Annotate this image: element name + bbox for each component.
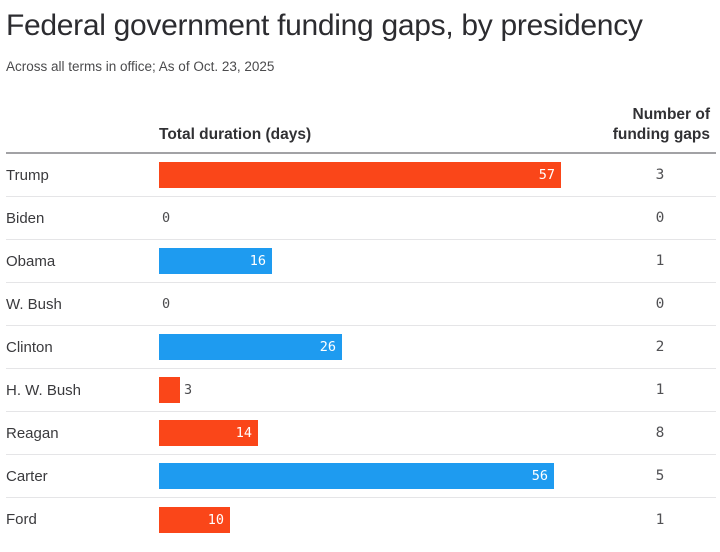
president-label: Clinton	[6, 338, 53, 356]
funding-gaps-value: 1	[655, 253, 665, 269]
funding-gaps-value: 8	[655, 425, 665, 441]
duration-value-label: 56	[531, 468, 548, 484]
funding-gaps-value: 0	[655, 296, 665, 312]
table-row: Biden 0 0	[6, 197, 716, 240]
duration-bar-cell: 57	[159, 154, 604, 196]
president-label: Biden	[6, 209, 45, 227]
duration-bar: 16	[159, 248, 272, 274]
gaps-column-header: Number of funding gaps	[612, 106, 710, 143]
duration-bar-cell: 0	[159, 197, 604, 239]
duration-bar: 57	[159, 162, 561, 188]
president-label: Carter	[6, 467, 48, 485]
funding-gaps-value: 0	[655, 210, 665, 226]
duration-bar: 14	[159, 420, 258, 446]
duration-bar: 56	[159, 463, 554, 489]
president-label: H. W. Bush	[6, 381, 82, 399]
chart-subtitle: Across all terms in office; As of Oct. 2…	[6, 59, 275, 74]
table-row: Reagan 14 8	[6, 412, 716, 455]
table-row: Carter 56 5	[6, 455, 716, 498]
president-label: Obama	[6, 252, 56, 270]
duration-bar: 26	[159, 334, 342, 360]
duration-bar-cell: 3	[159, 369, 604, 411]
president-label: Ford	[6, 511, 37, 528]
president-label: Reagan	[6, 424, 59, 442]
chart-rows: Trump 57 3 Biden 0 0 Obama 16 1 W. Bush …	[6, 154, 716, 541]
funding-gaps-value: 3	[655, 167, 665, 183]
duration-bar-cell: 14	[159, 412, 604, 454]
table-row: Obama 16 1	[6, 240, 716, 283]
duration-bar-cell: 0	[159, 283, 604, 325]
chart-container: Federal government funding gaps, by pres…	[0, 8, 720, 541]
funding-gaps-value: 2	[655, 339, 665, 355]
table-row: Clinton 26 2	[6, 326, 716, 369]
table-row: W. Bush 0 0	[6, 283, 716, 326]
duration-bar	[159, 377, 180, 403]
president-label: Trump	[6, 166, 49, 184]
table-row: Trump 57 3	[6, 154, 716, 197]
table-row: H. W. Bush 3 1	[6, 369, 716, 412]
table-header: Total duration (days) Number of funding …	[6, 74, 716, 152]
duration-value-label: 16	[249, 253, 266, 269]
duration-bar: 10	[159, 506, 230, 533]
funding-gaps-value: 1	[655, 382, 665, 398]
duration-bar-cell: 56	[159, 455, 604, 497]
duration-value-label: 14	[235, 425, 252, 441]
duration-bar-cell: 16	[159, 240, 604, 282]
duration-value-label: 0	[162, 296, 171, 312]
funding-gaps-value: 5	[655, 468, 665, 484]
funding-gaps-value: 1	[655, 511, 665, 528]
duration-bar-cell: 10	[159, 498, 604, 541]
table-row: Ford 10 1	[6, 498, 716, 541]
duration-value-label: 3	[184, 382, 193, 398]
duration-value-label: 0	[162, 210, 171, 226]
header-rule	[6, 152, 716, 154]
duration-bar-cell: 26	[159, 326, 604, 368]
page-title: Federal government funding gaps, by pres…	[6, 9, 643, 42]
duration-value-label: 10	[207, 511, 224, 528]
duration-value-label: 57	[538, 167, 555, 183]
duration-value-label: 26	[319, 339, 336, 355]
duration-column-header: Total duration (days)	[159, 126, 312, 143]
president-label: W. Bush	[6, 295, 62, 313]
